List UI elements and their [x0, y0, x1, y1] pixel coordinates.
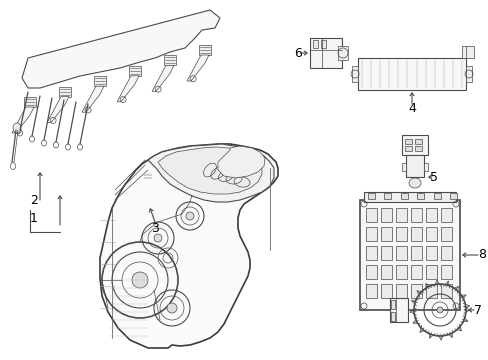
- Bar: [465, 66, 471, 82]
- Bar: [365, 265, 376, 279]
- Polygon shape: [152, 66, 174, 91]
- Bar: [400, 193, 407, 199]
- Text: 3: 3: [151, 221, 159, 234]
- Text: 7: 7: [473, 303, 481, 316]
- Text: 1: 1: [30, 212, 38, 225]
- Bar: [320, 40, 325, 48]
- Bar: [359, 200, 459, 310]
- Bar: [404, 146, 411, 151]
- Text: 5: 5: [429, 171, 437, 184]
- Bar: [395, 227, 406, 241]
- Bar: [440, 246, 451, 260]
- Text: 2: 2: [30, 194, 38, 207]
- Polygon shape: [142, 184, 155, 194]
- Polygon shape: [199, 45, 210, 55]
- Bar: [390, 300, 394, 309]
- Bar: [414, 139, 421, 144]
- Bar: [425, 246, 436, 260]
- Bar: [384, 193, 390, 199]
- Bar: [380, 284, 391, 298]
- Bar: [425, 227, 436, 241]
- Bar: [395, 246, 406, 260]
- Bar: [395, 265, 406, 279]
- Polygon shape: [12, 107, 34, 133]
- Bar: [380, 265, 391, 279]
- Bar: [410, 246, 421, 260]
- Bar: [365, 284, 376, 298]
- Ellipse shape: [13, 123, 21, 133]
- Polygon shape: [129, 66, 141, 76]
- Ellipse shape: [436, 307, 442, 313]
- Bar: [390, 312, 394, 321]
- Bar: [365, 227, 376, 241]
- Polygon shape: [401, 163, 405, 171]
- Bar: [440, 208, 451, 222]
- Bar: [145, 194, 151, 206]
- Polygon shape: [163, 55, 176, 66]
- Text: 4: 4: [407, 102, 415, 114]
- Bar: [380, 208, 391, 222]
- Bar: [440, 265, 451, 279]
- Polygon shape: [148, 144, 273, 202]
- Text: 6: 6: [293, 46, 301, 59]
- Polygon shape: [82, 86, 104, 112]
- Polygon shape: [24, 97, 36, 107]
- Ellipse shape: [154, 234, 162, 242]
- Text: 8: 8: [477, 248, 485, 261]
- Polygon shape: [59, 87, 71, 96]
- Bar: [449, 193, 456, 199]
- Polygon shape: [461, 46, 473, 58]
- Bar: [395, 208, 406, 222]
- Bar: [425, 284, 436, 298]
- Polygon shape: [309, 38, 341, 68]
- Bar: [365, 246, 376, 260]
- Polygon shape: [337, 46, 347, 60]
- Polygon shape: [401, 135, 427, 155]
- Polygon shape: [22, 10, 220, 88]
- Bar: [380, 246, 391, 260]
- Bar: [404, 139, 411, 144]
- Bar: [365, 208, 376, 222]
- Bar: [410, 284, 421, 298]
- Polygon shape: [186, 55, 208, 81]
- Bar: [312, 40, 317, 48]
- Bar: [414, 146, 421, 151]
- Polygon shape: [158, 147, 262, 194]
- Bar: [425, 265, 436, 279]
- Polygon shape: [218, 146, 264, 178]
- Bar: [410, 227, 421, 241]
- Polygon shape: [47, 96, 69, 123]
- Bar: [380, 227, 391, 241]
- Bar: [433, 193, 440, 199]
- Ellipse shape: [132, 272, 148, 288]
- Bar: [389, 298, 407, 322]
- Bar: [416, 193, 423, 199]
- Bar: [440, 284, 451, 298]
- Polygon shape: [94, 76, 106, 86]
- Bar: [410, 208, 421, 222]
- Bar: [395, 284, 406, 298]
- Bar: [440, 227, 451, 241]
- Bar: [351, 66, 357, 82]
- Ellipse shape: [408, 178, 420, 188]
- Bar: [363, 192, 455, 202]
- Ellipse shape: [185, 212, 194, 220]
- Polygon shape: [405, 155, 423, 177]
- Polygon shape: [100, 144, 278, 348]
- Bar: [357, 58, 465, 90]
- Polygon shape: [423, 163, 427, 171]
- Bar: [425, 208, 436, 222]
- Bar: [410, 265, 421, 279]
- Ellipse shape: [167, 303, 177, 313]
- Polygon shape: [117, 76, 139, 102]
- Bar: [367, 193, 374, 199]
- Polygon shape: [142, 174, 153, 184]
